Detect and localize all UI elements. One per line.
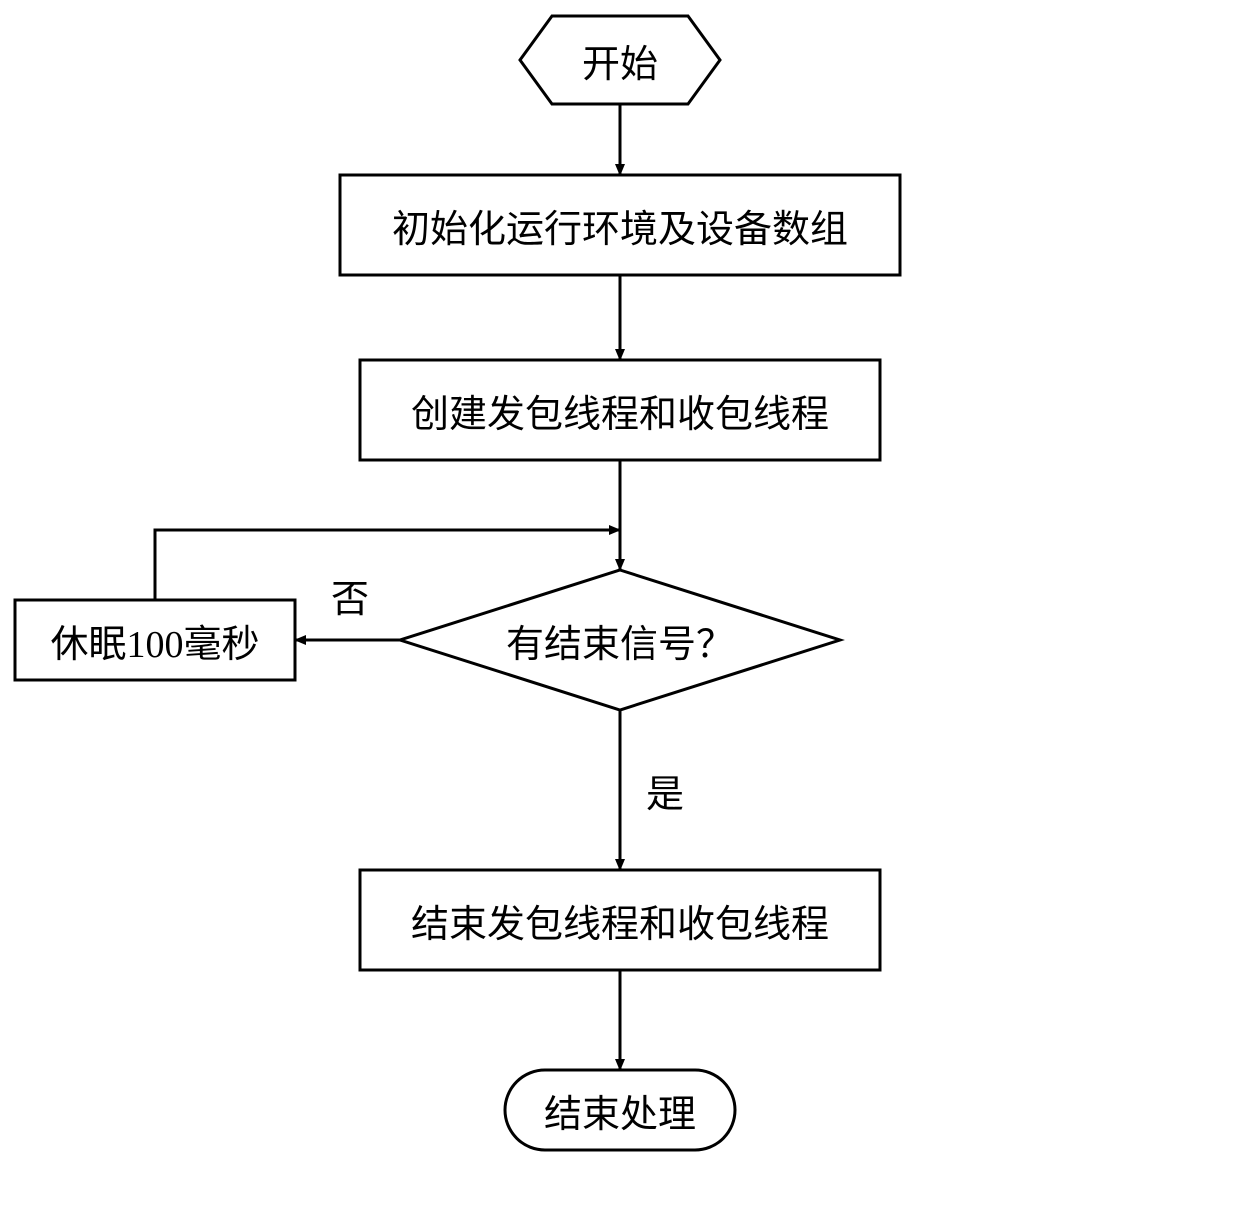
node-label: 否 [0,565,750,625]
flowchart-canvas: 开始初始化运行环境及设备数组创建发包线程和收包线程有结束信号？休眠100毫秒结束… [0,0,1240,1210]
node-label: 是 [265,760,1065,820]
node-label: 结束处理 [220,1080,1020,1140]
node-label: 初始化运行环境及设备数组 [220,195,1020,255]
node-label: 创建发包线程和收包线程 [220,380,1020,440]
node-label: 结束发包线程和收包线程 [220,890,1020,950]
node-label: 开始 [220,30,1020,90]
